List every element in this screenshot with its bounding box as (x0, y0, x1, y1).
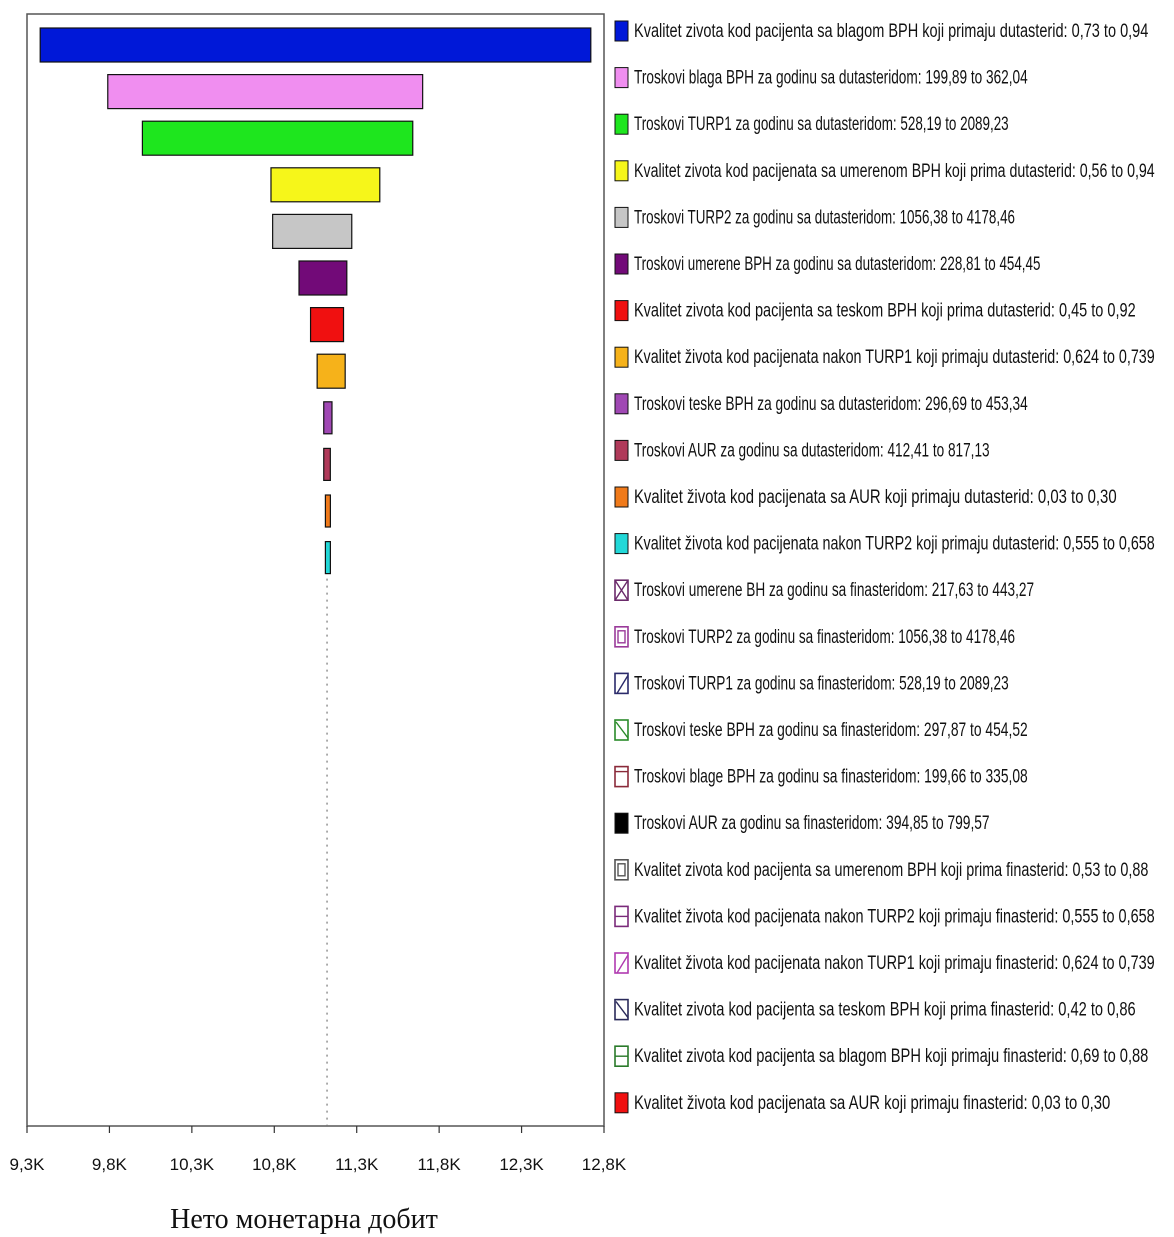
legend-swatch (614, 812, 629, 834)
legend-item: Troskovi TURP1 za godinu sa finasteridom… (614, 672, 1009, 695)
bar (323, 447, 331, 481)
legend-label: Troskovi TURP2 za godinu sa finasteridom… (634, 627, 1015, 648)
legend-label: Kvalitet života kod pacijenata nakon TUR… (634, 906, 1155, 927)
legend-label: Kvalitet zivota kod pacijenta sa umereno… (634, 860, 1148, 881)
legend-item: Troskovi TURP2 za godinu sa finasteridom… (614, 625, 1015, 648)
legend-label: Kvalitet zivota kod pacijenta sa teskom … (634, 301, 1136, 322)
bar (324, 494, 331, 528)
bar (141, 120, 414, 156)
legend-swatch (614, 625, 629, 648)
legend-label: Kvalitet života kod pacijenata nakon TUR… (634, 347, 1155, 368)
legend-item: Troskovi teske BPH za godinu sa dutaster… (614, 393, 1028, 415)
legend-item: Kvalitet zivota kod pacijenata sa umeren… (614, 160, 1155, 182)
legend-swatch (614, 20, 629, 42)
x-tick-label: 12,3K (499, 1155, 544, 1174)
x-tick-label: 10,3K (170, 1155, 215, 1174)
bar (39, 27, 592, 63)
legend-item: Troskovi teske BPH za godinu sa finaster… (614, 719, 1028, 741)
legend-swatch (614, 113, 629, 135)
legend-swatch-pattern (617, 863, 626, 877)
legend-item: Troskovi blage BPH za godinu sa finaster… (614, 765, 1028, 788)
legend-swatch (614, 67, 629, 89)
bar (107, 73, 424, 110)
legend-swatch (614, 765, 629, 788)
legend-label: Kvalitet zivota kod pacijenata sa umeren… (634, 161, 1155, 182)
legend-item: Troskovi umerene BPH za godinu sa dutast… (614, 253, 1040, 275)
legend-swatch-pattern (615, 721, 629, 739)
legend-label: Kvalitet zivota kod pacijenta sa blagom … (634, 1046, 1148, 1067)
legend-item: Troskovi TURP2 za godinu sa dutasteridom… (614, 206, 1015, 228)
legend-label: Troskovi blage BPH za godinu sa finaster… (634, 767, 1028, 788)
legend-label: Troskovi AUR za godinu sa finasteridom: … (634, 813, 990, 834)
bar (270, 167, 381, 203)
legend-swatch (614, 486, 629, 508)
legend-label: Troskovi teske BPH za godinu sa finaster… (634, 720, 1028, 741)
legend-item: Kvalitet života kod pacijenata sa AUR ko… (614, 486, 1117, 508)
legend-item: Kvalitet života kod pacijenata nakon TUR… (614, 346, 1155, 368)
legend-swatch-pattern (616, 675, 629, 694)
bars-layer (39, 27, 592, 575)
x-tick-label: 11,8K (418, 1155, 462, 1174)
bar (323, 401, 333, 435)
legend-swatch (614, 1092, 629, 1114)
legend-item: Kvalitet života kod pacijenata nakon TUR… (614, 905, 1155, 927)
x-tick-label: 9,3K (10, 1155, 46, 1174)
legend-item: Kvalitet života kod pacijenata nakon TUR… (614, 952, 1155, 974)
legend-swatch-pattern (616, 954, 629, 974)
legend-item: Kvalitet života kod pacijenata sa AUR ko… (614, 1092, 1110, 1114)
legend-swatch (614, 393, 629, 415)
legend-label: Kvalitet života kod pacijenata sa AUR ko… (634, 1093, 1110, 1114)
x-axis-label: Нето монетарна добит (170, 1204, 438, 1235)
legend-swatch (614, 952, 629, 974)
legend-item: Kvalitet zivota kod pacijenta sa teskom … (614, 300, 1136, 322)
legend-label: Troskovi AUR za godinu sa dutasteridom: … (634, 440, 990, 461)
legend-item: Kvalitet zivota kod pacijenta sa umereno… (614, 858, 1148, 881)
legend-item: Troskovi TURP1 za godinu sa dutasteridom… (614, 113, 1009, 135)
legend-label: Kvalitet života kod pacijenata nakon TUR… (634, 953, 1155, 974)
legend-swatch-pattern (614, 579, 629, 601)
bar (316, 353, 346, 389)
x-tick-label: 11,3K (335, 1155, 379, 1174)
legend-swatch (614, 346, 629, 368)
legend-item: Troskovi blaga BPH za godinu sa dutaster… (614, 67, 1028, 89)
bar (298, 260, 348, 296)
bar (309, 307, 345, 343)
legend-item: Troskovi AUR za godinu sa dutasteridom: … (614, 439, 990, 461)
legend-swatch (614, 439, 629, 461)
legend-swatch-pattern (617, 630, 626, 644)
legend-label: Troskovi umerene BPH za godinu sa dutast… (634, 254, 1040, 275)
legend-swatch (614, 300, 629, 322)
legend-label: Troskovi teske BPH za godinu sa dutaster… (634, 394, 1028, 415)
legend-label: Troskovi TURP1 za godinu sa dutasteridom… (634, 114, 1009, 135)
legend-swatch-pattern (615, 1001, 629, 1019)
legend-swatch (614, 533, 629, 555)
legend-swatch (614, 858, 629, 881)
legend-label: Kvalitet života kod pacijenata sa AUR ko… (634, 487, 1117, 508)
legend-item: Kvalitet života kod pacijenata nakon TUR… (614, 533, 1155, 555)
x-tick-label: 9,8K (92, 1155, 128, 1174)
legend-swatch (614, 253, 629, 275)
legend-item: Troskovi umerene BH za godinu sa finaste… (614, 579, 1034, 601)
legend-item: Kvalitet zivota kod pacijenta sa teskom … (614, 998, 1136, 1021)
bar (324, 540, 331, 575)
legend-label: Kvalitet zivota kod pacijenta sa blagom … (634, 21, 1149, 42)
legend-label: Troskovi umerene BH za godinu sa finaste… (634, 580, 1034, 601)
legend-swatch (614, 206, 629, 228)
legend-swatch (614, 160, 629, 182)
legend-label: Troskovi TURP2 za godinu sa dutasteridom… (634, 207, 1015, 228)
legend-label: Kvalitet zivota kod pacijenta sa teskom … (634, 1000, 1136, 1021)
x-tick-label: 12,8K (582, 1155, 627, 1174)
legend-label: Kvalitet života kod pacijenata nakon TUR… (634, 534, 1155, 555)
legend-item: Kvalitet zivota kod pacijenta sa blagom … (614, 20, 1149, 42)
legend-label: Troskovi blaga BPH za godinu sa dutaster… (634, 68, 1028, 89)
legend-item: Troskovi AUR za godinu sa finasteridom: … (614, 812, 990, 834)
legend-swatch (614, 672, 629, 695)
legend: Kvalitet zivota kod pacijenta sa blagom … (614, 20, 1155, 1114)
bar (272, 213, 353, 249)
x-axis: 9,3K 9,8K 10,3K 10,8K 11,3K 11,8K 12,3K 12,8K (10, 1126, 627, 1174)
legend-label: Troskovi TURP1 za godinu sa finasteridom… (634, 673, 1009, 694)
x-tick-label: 10,8K (252, 1155, 297, 1174)
legend-item: Kvalitet zivota kod pacijenta sa blagom … (614, 1045, 1148, 1067)
